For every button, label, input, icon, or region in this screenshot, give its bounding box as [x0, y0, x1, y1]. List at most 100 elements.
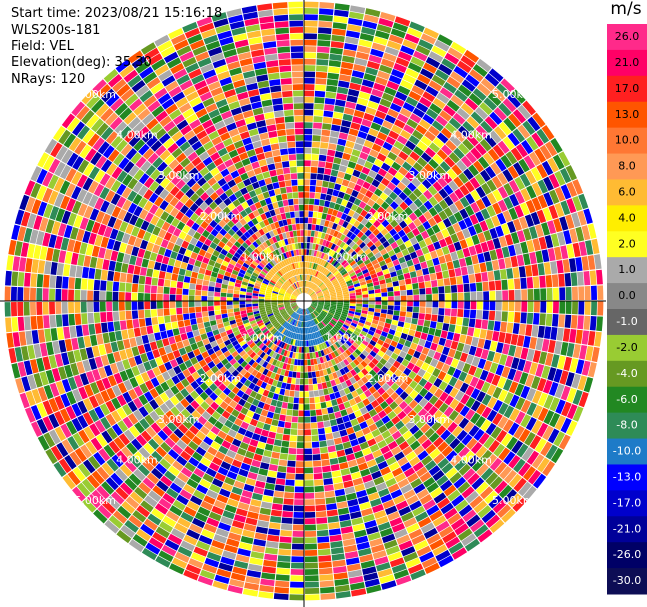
velocity-gate — [189, 425, 200, 435]
velocity-gate — [164, 361, 173, 371]
velocity-gate — [150, 140, 163, 152]
velocity-gate — [406, 289, 413, 296]
velocity-gate — [42, 232, 51, 247]
velocity-gate — [454, 325, 462, 334]
velocity-gate — [319, 274, 325, 280]
velocity-gate — [449, 135, 462, 147]
velocity-gate — [171, 273, 179, 281]
velocity-gate — [387, 291, 394, 297]
velocity-gate — [172, 460, 184, 472]
velocity-gate — [264, 301, 271, 304]
velocity-gate — [429, 234, 439, 244]
velocity-gate — [96, 485, 110, 500]
velocity-gate — [438, 238, 447, 248]
velocity-gate — [220, 296, 227, 301]
velocity-gate — [99, 291, 106, 301]
velocity-gate — [306, 308, 309, 315]
velocity-gate — [206, 331, 214, 338]
velocity-gate — [284, 389, 290, 397]
velocity-gate — [254, 282, 261, 287]
velocity-gate — [275, 574, 290, 581]
velocity-gate — [247, 511, 259, 520]
velocity-gate — [260, 284, 267, 289]
velocity-gate — [285, 315, 291, 321]
velocity-gate — [309, 391, 315, 398]
velocity-gate — [322, 368, 328, 376]
velocity-gate — [377, 370, 385, 378]
velocity-gate — [355, 309, 362, 313]
velocity-gate — [413, 306, 420, 313]
velocity-gate — [247, 424, 256, 433]
velocity-gate — [365, 417, 375, 427]
velocity-gate — [373, 332, 381, 339]
velocity-gate — [391, 522, 406, 533]
velocity-gate — [218, 354, 226, 362]
velocity-gate — [283, 343, 288, 350]
velocity-gate — [252, 290, 259, 294]
velocity-gate — [204, 269, 212, 276]
velocity-gate — [357, 322, 365, 328]
velocity-gate — [284, 492, 294, 499]
velocity-gate — [242, 333, 250, 340]
velocity-gate — [193, 362, 202, 371]
velocity-gate — [146, 242, 155, 252]
velocity-gate — [308, 255, 311, 262]
velocity-gate — [317, 293, 324, 297]
velocity-gate — [372, 391, 381, 400]
velocity-gate — [270, 279, 276, 285]
velocity-gate — [269, 425, 278, 433]
velocity-gate — [126, 319, 134, 329]
velocity-gate — [319, 370, 324, 377]
velocity-gate — [560, 341, 569, 356]
velocity-gate — [324, 97, 336, 105]
velocity-gate — [360, 226, 369, 234]
velocity-gate — [558, 273, 565, 287]
velocity-gate — [449, 277, 457, 286]
velocity-gate — [195, 284, 202, 291]
velocity-gate — [67, 351, 76, 364]
velocity-gate — [388, 425, 398, 435]
velocity-gate — [261, 315, 268, 320]
velocity-gate — [513, 162, 525, 176]
velocity-gate — [426, 334, 434, 343]
velocity-gate — [144, 495, 158, 508]
velocity-gate — [305, 281, 308, 287]
velocity-gate — [324, 296, 331, 299]
velocity-gate — [316, 529, 329, 537]
velocity-gate — [311, 326, 315, 333]
velocity-gate — [188, 167, 199, 178]
velocity-gate — [350, 418, 359, 427]
velocity-gate — [304, 179, 310, 186]
velocity-gate — [30, 359, 39, 374]
velocity-gate — [327, 249, 333, 256]
velocity-gate — [473, 223, 483, 234]
velocity-gate — [325, 347, 331, 355]
velocity-gate — [328, 60, 342, 68]
velocity-gate — [54, 235, 64, 250]
velocity-gate — [179, 489, 193, 500]
velocity-gate — [532, 390, 542, 404]
velocity-gate — [387, 182, 397, 191]
velocity-gate — [297, 359, 301, 366]
velocity-gate — [422, 412, 433, 423]
velocity-gate — [320, 267, 326, 273]
velocity-gate — [315, 186, 322, 193]
velocity-gate — [393, 63, 407, 73]
velocity-gate — [444, 308, 451, 316]
velocity-gate — [499, 269, 507, 280]
velocity-gate — [103, 444, 116, 458]
velocity-gate — [216, 278, 223, 284]
velocity-gate — [197, 506, 211, 517]
velocity-gate — [143, 442, 155, 455]
velocity-gate — [355, 306, 362, 310]
velocity-gate — [469, 309, 477, 319]
velocity-gate — [317, 306, 323, 310]
velocity-gate — [313, 466, 323, 474]
velocity-gate — [316, 307, 322, 311]
velocity-gate — [152, 269, 160, 278]
velocity-gate — [172, 499, 186, 511]
velocity-gate — [408, 192, 418, 202]
velocity-gate — [354, 268, 362, 275]
velocity-gate — [106, 291, 113, 301]
velocity-gate — [341, 395, 349, 403]
